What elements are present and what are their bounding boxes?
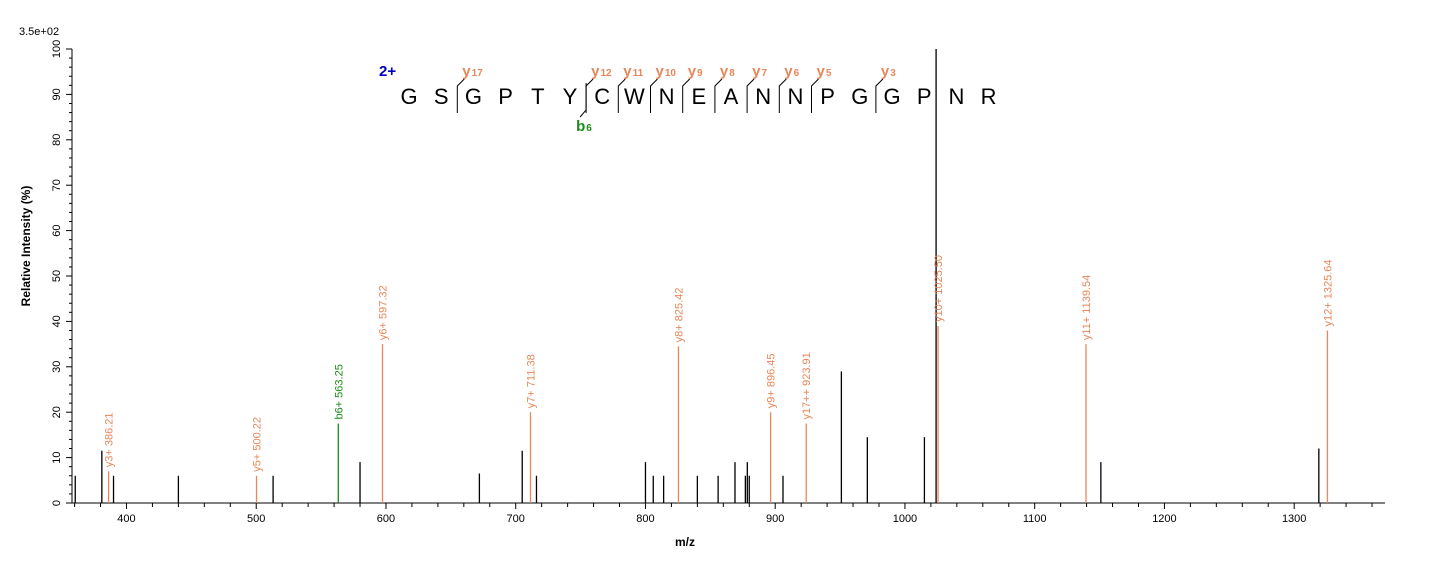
sequence-residue: N	[787, 84, 803, 109]
sequence-residue: G	[400, 84, 417, 109]
x-tick-label: 1000	[893, 513, 917, 525]
axes: 400 500 600 700 800 900 1000 1100 1200 1300 0 10 20 3…	[51, 40, 1385, 525]
peak-label: y11+ 1139.54	[1081, 275, 1093, 340]
x-tick-label: 500	[247, 513, 265, 525]
charge-state-label: 2+	[379, 63, 396, 80]
y-ion-bracket	[585, 78, 594, 113]
y-ion-bracket	[714, 78, 723, 113]
y-tick-label: 30	[51, 361, 63, 373]
peak-label: y8+ 825.42	[673, 288, 685, 343]
x-tick-label: 1100	[1023, 513, 1047, 525]
y-tick-label: 20	[51, 406, 63, 418]
sequence-residue: P	[820, 84, 835, 109]
x-tick-label: 800	[636, 513, 654, 525]
peak-label: y3+ 386.21	[104, 412, 116, 467]
sequence-residue: T	[531, 84, 544, 109]
x-tick-label: 400	[117, 513, 135, 525]
y-tick-label: 40	[51, 315, 63, 327]
b-ion-bracket	[579, 83, 587, 118]
sequence-residue: P	[917, 84, 932, 109]
x-tick-label: 1200	[1152, 513, 1176, 525]
x-tick-label: 700	[507, 513, 525, 525]
peak-label: y5+ 500.22	[252, 417, 264, 472]
x-axis-title: m/z	[675, 535, 695, 549]
intensity-scale-label: 3.5e+02	[19, 26, 59, 38]
y-ion-marker: y3	[881, 63, 896, 80]
y-ion-bracket	[650, 78, 658, 113]
peak-label: y10+ 1025.50	[933, 255, 945, 322]
x-tick-label: 600	[377, 513, 395, 525]
peak-label: b6+ 563.25	[333, 364, 345, 419]
y-ion-bracket	[875, 78, 884, 113]
y-tick-label: 80	[51, 134, 63, 146]
x-tick-label: 1300	[1282, 513, 1306, 525]
sequence-residue: G	[851, 84, 868, 109]
y-tick-label: 0	[51, 500, 63, 506]
y-ion-bracket	[811, 78, 819, 113]
sequence-residue: N	[755, 84, 771, 109]
peak-label: y17++ 923.91	[801, 352, 813, 419]
sequence-residue: N	[948, 84, 964, 109]
y-tick-label: 10	[51, 451, 63, 463]
y-ion-marker: y10	[656, 63, 677, 80]
y-ion-marker: y8	[720, 63, 735, 80]
sequence-residue: R	[981, 84, 997, 109]
peak-labels: b6+ 563.25 y3+ 386.21 y5+ 500.22 y6+ 597.32…	[104, 255, 1335, 472]
y-ion-marker: y5	[817, 63, 832, 80]
y-ion-marker: y9	[688, 63, 703, 80]
peak-bars	[74, 49, 1329, 503]
y-ion-marker: y6	[784, 63, 799, 80]
y-ion-bracket	[682, 78, 691, 113]
b-ion-marker: b6	[576, 118, 592, 135]
sequence-residue: N	[659, 84, 675, 109]
x-tick-label: 900	[766, 513, 784, 525]
y-tick-label: 60	[51, 224, 63, 236]
y-ion-marker: y17	[462, 63, 483, 80]
y-ion-bracket	[456, 78, 465, 113]
y-tick-label: 90	[51, 88, 63, 100]
sequence-residue: G	[883, 84, 900, 109]
y-ion-marker: y12	[591, 63, 612, 80]
sequence-residue: P	[498, 84, 513, 109]
sequence-residue: A	[724, 84, 739, 109]
peak-label: y7+ 711.38	[525, 354, 537, 408]
y-ion-marker: y11	[623, 63, 643, 80]
peak-label: y9+ 896.45	[766, 353, 778, 408]
y-tick-label: 100	[51, 40, 63, 58]
sequence-residue: G	[465, 84, 482, 109]
y-tick-label: 70	[51, 179, 63, 191]
sequence-residue: E	[691, 84, 706, 109]
sequence-residue: C	[594, 84, 610, 109]
sequence-residue: W	[624, 84, 645, 109]
y-ion-bracket	[778, 78, 787, 113]
y-ion-bracket	[617, 78, 626, 113]
peak-label: y12+ 1325.64	[1322, 259, 1334, 326]
peak-label: y6+ 597.32	[378, 285, 390, 340]
sequence-residue: S	[434, 84, 449, 109]
y-ion-bracket	[746, 78, 755, 113]
sequence-residue: Y	[563, 84, 578, 109]
y-axis-title: Relative Intensity (%)	[19, 186, 33, 307]
y-ion-marker: y7	[752, 63, 767, 80]
y-tick-label: 50	[51, 270, 63, 282]
